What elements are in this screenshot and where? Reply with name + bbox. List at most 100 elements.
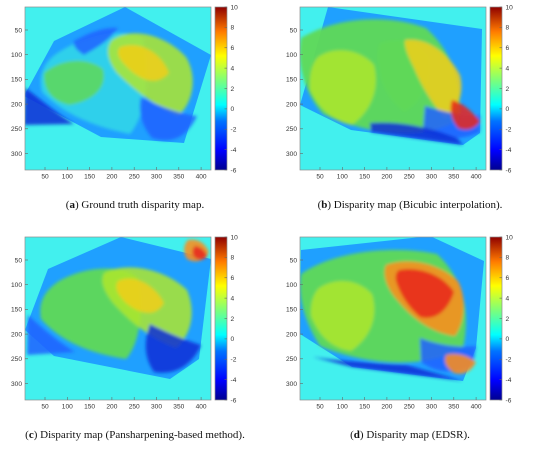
disparity-map-figure: 50 100 150 200 250 300 350 40050100150200250300… <box>11 234 238 411</box>
y-tick-label: 300 <box>286 381 297 388</box>
colorbar-tick-label: -2 <box>506 357 512 364</box>
colorbar-tick-label: 4 <box>506 65 510 72</box>
y-tick-label: 50 <box>290 257 298 264</box>
figure-panel-b: 50 100 150 200 250 300 350 400 50 100 150 200 250 300… <box>275 0 545 220</box>
disparity-map-figure: 50 100 150 200 250 300 350 40050100150200250300… <box>11 4 238 181</box>
y-tick-label: 300 <box>11 381 22 388</box>
map-frame <box>24 6 212 171</box>
x-tick-label: 200 <box>381 404 392 411</box>
disparity-blob <box>118 45 169 81</box>
colorbar-tick-label: 8 <box>506 25 510 32</box>
x-tick-label: 250 <box>404 174 415 181</box>
x-tick-label: 150 <box>84 404 95 411</box>
colorbar-tick-label: 4 <box>231 295 235 302</box>
map-frame <box>24 236 212 401</box>
disparity-blob <box>192 246 207 260</box>
x-tick-label: 100 <box>337 174 348 181</box>
x-tick-label: 350 <box>173 404 184 411</box>
y-tick-label: 250 <box>286 356 297 363</box>
colorbar-tick-label: 8 <box>231 25 235 32</box>
disparity-blob <box>139 97 197 141</box>
caption-letter: c <box>28 429 34 441</box>
colorbar-tick-label: -4 <box>506 377 512 384</box>
y-tick-label: 150 <box>286 77 297 84</box>
colorbar-tick-label: 6 <box>506 275 510 282</box>
x-tick-label: 350 <box>448 404 459 411</box>
colorbar-tick-label: -6 <box>506 167 512 174</box>
figure-caption: (b) Disparity map (Bicubic interpolation… <box>317 199 503 211</box>
caption-text: Disparity map (Bicubic interpolation). <box>333 199 503 211</box>
x-tick-label: 400 <box>196 174 207 181</box>
x-tick-label: 100 <box>337 404 348 411</box>
y-tick-label: 100 <box>286 282 297 289</box>
y-tick-label: 150 <box>11 307 22 314</box>
x-tick-label: 200 <box>381 174 392 181</box>
y-tick-label: 200 <box>11 101 22 108</box>
colorbar-tick-label: 8 <box>506 255 510 262</box>
x-tick-label: 200 <box>106 174 117 181</box>
x-tick-label: 250 <box>129 404 140 411</box>
y-tick-label: 50 <box>15 27 23 34</box>
colorbar-tick-label: 0 <box>231 106 235 113</box>
colorbar-tick-label: -2 <box>231 127 237 134</box>
disparity-blob <box>43 60 104 105</box>
disparity-blob <box>313 357 463 381</box>
x-tick-label: 350 <box>173 174 184 181</box>
colorbar-tick-label: 4 <box>506 295 510 302</box>
colorbar-tick-label: -6 <box>506 397 512 404</box>
x-tick-label: 150 <box>84 174 95 181</box>
colorbar-tick-label: -4 <box>506 147 512 154</box>
y-tick-label: 150 <box>11 77 22 84</box>
x-tick-label: 250 <box>404 404 415 411</box>
x-tick-label: 150 <box>359 174 370 181</box>
x-tick-label: 300 <box>151 404 162 411</box>
x-tick-label: 300 <box>426 174 437 181</box>
caption-letter: d <box>353 429 360 441</box>
figure-caption: (a) Ground truth disparity map. <box>65 199 205 211</box>
caption-letter: b <box>321 199 328 211</box>
colorbar-tick-label: 10 <box>506 4 514 11</box>
colorbar-tick-label: -6 <box>231 397 237 404</box>
y-tick-label: 150 <box>286 307 297 314</box>
x-tick-label: 200 <box>106 404 117 411</box>
x-tick-label: 100 <box>62 404 73 411</box>
disparity-blob <box>25 88 74 125</box>
colorbar-tick-label: 2 <box>231 86 235 93</box>
y-tick-label: 200 <box>286 101 297 108</box>
caption-text: Disparity map (EDSR). <box>366 429 470 441</box>
disparity-blob <box>404 39 462 118</box>
colorbar-tick-label: 0 <box>231 336 235 343</box>
colorbar-tick-label: 6 <box>506 45 510 52</box>
map-frame <box>299 236 487 401</box>
disparity-blob <box>370 122 463 145</box>
y-tick-label: 50 <box>15 257 23 264</box>
x-tick-label: 400 <box>471 404 482 411</box>
x-tick-label: 50 <box>41 174 49 181</box>
colorbar-tick-label: 10 <box>506 234 514 241</box>
colorbar-tick-label: -2 <box>231 357 237 364</box>
x-tick-label: 50 <box>316 174 324 181</box>
y-tick-label: 250 <box>286 126 297 133</box>
disparity-blob <box>309 50 376 125</box>
caption-text: Disparity map (Pansharpening-based metho… <box>40 429 245 441</box>
x-tick-label: 250 <box>129 174 140 181</box>
colorbar-tick-label: -4 <box>231 377 237 384</box>
caption-letter: a <box>69 199 75 211</box>
disparity-blob <box>423 106 480 139</box>
x-tick-label: 100 <box>62 174 73 181</box>
disparity-blob <box>116 278 164 313</box>
y-tick-label: 200 <box>286 331 297 338</box>
y-tick-label: 100 <box>11 282 22 289</box>
disparity-blob <box>145 324 201 373</box>
colorbar-tick-label: -4 <box>231 147 237 154</box>
disparity-blob <box>310 281 375 351</box>
disparity-blob <box>450 100 480 130</box>
y-tick-label: 200 <box>11 331 22 338</box>
y-tick-label: 100 <box>11 52 22 59</box>
x-tick-label: 300 <box>151 174 162 181</box>
colorbar-tick-label: 6 <box>231 275 235 282</box>
x-tick-label: 400 <box>196 404 207 411</box>
y-tick-label: 100 <box>286 52 297 59</box>
x-tick-label: 150 <box>359 404 370 411</box>
colorbar-tick-label: 6 <box>231 45 235 52</box>
